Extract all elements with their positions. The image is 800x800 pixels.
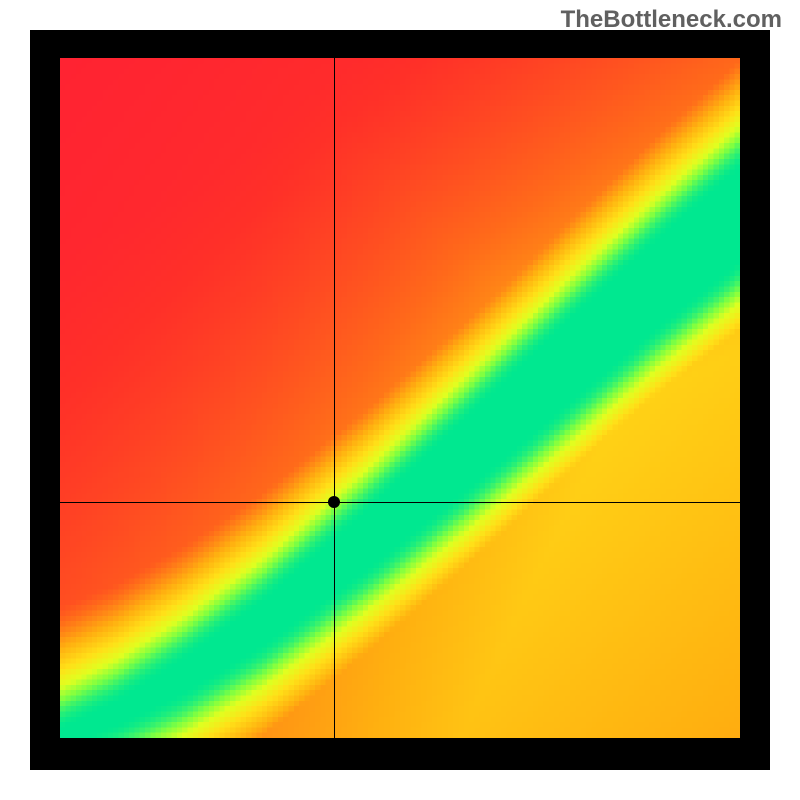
crosshair-vertical xyxy=(334,58,335,738)
plot-frame xyxy=(30,30,770,770)
plot-inner xyxy=(60,58,740,738)
watermark-text: TheBottleneck.com xyxy=(561,6,782,34)
heatmap-canvas xyxy=(60,58,740,738)
crosshair-marker xyxy=(328,496,340,508)
crosshair-horizontal xyxy=(60,502,740,503)
figure-container: TheBottleneck.com xyxy=(0,0,800,800)
